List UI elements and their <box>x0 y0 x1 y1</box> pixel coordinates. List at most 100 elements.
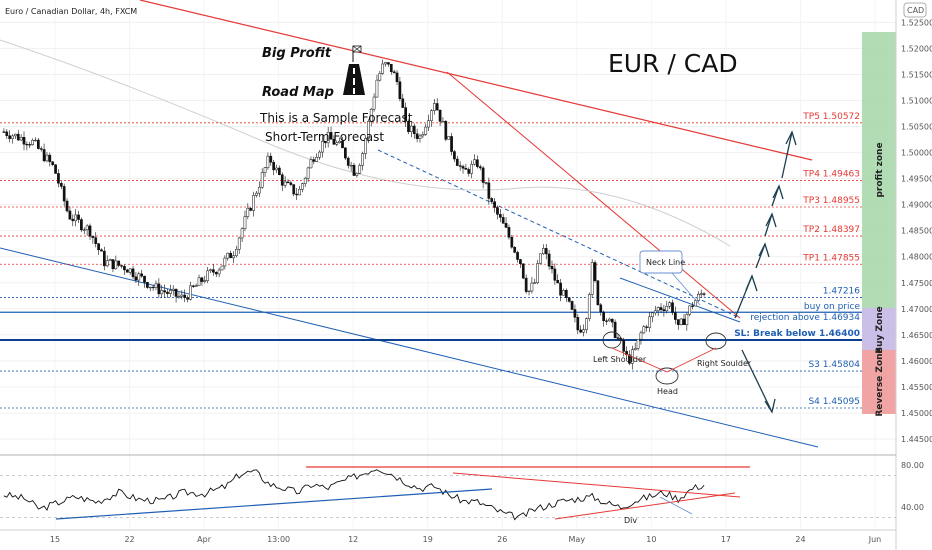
currency-badge-box[interactable] <box>903 2 927 18</box>
candle-body <box>694 300 697 307</box>
rsi-div-label: Div <box>624 516 637 525</box>
candle-body <box>191 285 195 287</box>
candle-body <box>570 301 574 310</box>
head-link-left <box>611 347 668 373</box>
candle-body <box>71 218 75 222</box>
time-tick-label: 24 <box>795 535 805 544</box>
candle-body <box>22 137 26 145</box>
arrow-5-head <box>785 130 797 146</box>
candle-body <box>292 184 296 195</box>
candle-body <box>54 164 57 174</box>
candle-body <box>315 156 319 162</box>
time-tick-label: 19 <box>423 535 433 544</box>
candle-body <box>148 286 152 289</box>
candle-body <box>91 236 95 238</box>
candle-body <box>536 263 539 283</box>
neck-line <box>619 277 741 323</box>
price-tick-label: 1.49000 <box>901 201 932 210</box>
candle-body <box>237 237 241 250</box>
candle-body <box>48 154 52 163</box>
candle-body <box>34 139 37 142</box>
upper-trendline <box>139 0 813 161</box>
level-label-tp3: TP3 1.48955 <box>802 196 860 206</box>
candle-body <box>19 137 23 141</box>
price-tick-label: 1.48000 <box>901 253 932 262</box>
symbol-title: Euro / Canadian Dollar, 4h, FXCM <box>5 7 137 16</box>
candle-body <box>146 282 149 288</box>
neck-line-label: Neck Line <box>646 258 685 267</box>
time-tick-label: 17 <box>721 535 731 544</box>
price-tick-label: 1.51000 <box>901 97 932 106</box>
level-label-tp4: TP4 1.49463 <box>802 170 860 180</box>
candle-body <box>674 312 677 320</box>
candle-body <box>272 162 275 171</box>
time-tick-label: May <box>569 535 586 544</box>
candle-body <box>539 253 542 264</box>
price-tick-label: 1.45500 <box>901 383 932 392</box>
candle-body <box>587 294 591 319</box>
right-shoulder-marker <box>705 332 727 350</box>
candle-body <box>453 151 456 160</box>
candle-body <box>189 285 192 300</box>
sample-text: This is a Sample Forecast <box>259 111 413 125</box>
candlesticks <box>2 59 706 370</box>
candle-body <box>352 164 356 176</box>
candle-body <box>332 139 336 145</box>
candle-body <box>461 166 465 169</box>
candle-body <box>384 62 387 65</box>
candle-body <box>111 259 115 270</box>
currency-badge[interactable]: CAD <box>907 6 924 15</box>
candle-body <box>355 173 359 176</box>
candle-body <box>550 265 554 270</box>
price-tick-label: 1.44500 <box>901 435 932 444</box>
candle-body <box>567 297 571 302</box>
candle-body <box>642 326 646 334</box>
candle-body <box>154 283 158 288</box>
level-label-buy: buy on price <box>804 302 861 312</box>
candle-body <box>171 288 175 291</box>
candle-body <box>582 329 585 333</box>
candle-body <box>174 288 178 297</box>
candle-body <box>280 174 284 186</box>
arrow-5 <box>781 131 793 179</box>
candle-body <box>65 200 69 212</box>
candle-body <box>369 108 373 122</box>
candle-body <box>375 79 379 98</box>
candle-body <box>645 326 649 328</box>
price-tick-label: 1.49500 <box>901 175 932 184</box>
candle-body <box>51 161 55 165</box>
candle-body <box>605 320 608 322</box>
time-tick-label: Apr <box>197 535 212 544</box>
candle-body <box>143 275 146 283</box>
candle-body <box>108 259 112 262</box>
candle-body <box>441 121 445 123</box>
candle-body <box>62 186 66 202</box>
candle-body <box>559 282 562 296</box>
candle-body <box>696 294 700 301</box>
level-label-buy-2: rejection above 1.46934 <box>750 313 860 323</box>
candle-body <box>444 121 448 140</box>
profit-zone <box>862 32 896 308</box>
candle-body <box>401 98 405 108</box>
candle-body <box>610 318 614 323</box>
candle-body <box>398 81 402 99</box>
candle-body <box>656 307 660 312</box>
time-tick-label: 15 <box>50 535 60 544</box>
candle-body <box>200 277 204 282</box>
candle-body <box>194 285 198 287</box>
candle-body <box>117 260 121 266</box>
candle-body <box>547 253 551 267</box>
candle-body <box>639 332 643 340</box>
candle-body <box>593 262 597 282</box>
candle-body <box>263 167 267 173</box>
candle-body <box>163 290 166 293</box>
candle-body <box>676 319 680 325</box>
price-tick-label: 1.45000 <box>901 409 932 418</box>
candle-body <box>82 229 86 231</box>
candle-body <box>214 272 218 275</box>
head-label: Head <box>657 387 678 396</box>
candle-body <box>424 126 428 135</box>
price-tick-label: 1.50000 <box>901 149 932 158</box>
price-levels: TP5 1.50572 TP4 1.49463 TP3 1.48955 TP2 1.4… <box>0 112 862 409</box>
